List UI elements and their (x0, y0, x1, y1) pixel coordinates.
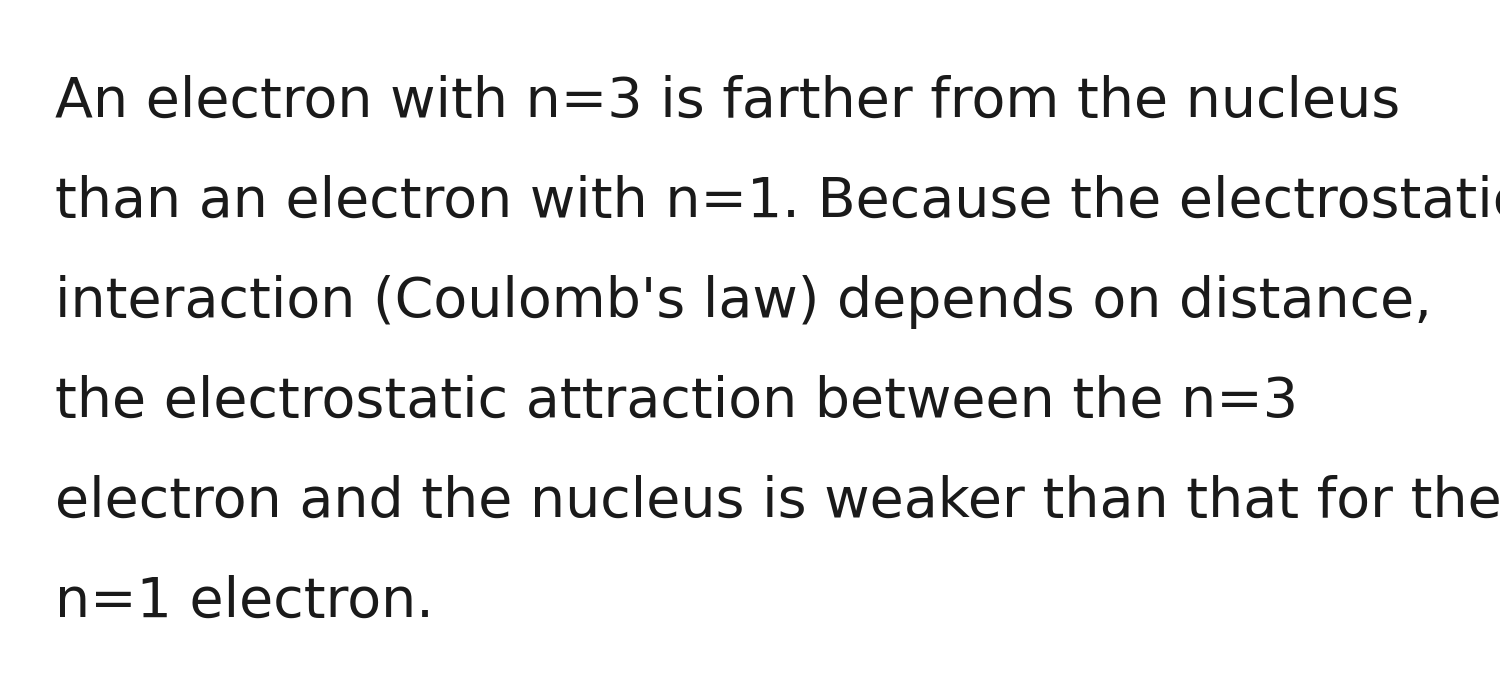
Text: interaction (Coulomb's law) depends on distance,: interaction (Coulomb's law) depends on d… (56, 275, 1432, 329)
Text: the electrostatic attraction between the n=3: the electrostatic attraction between the… (56, 375, 1298, 429)
Text: than an electron with n=1. Because the electrostatic: than an electron with n=1. Because the e… (56, 175, 1500, 229)
Text: An electron with n=3 is farther from the nucleus: An electron with n=3 is farther from the… (56, 75, 1401, 129)
Text: n=1 electron.: n=1 electron. (56, 575, 434, 629)
Text: electron and the nucleus is weaker than that for the: electron and the nucleus is weaker than … (56, 475, 1500, 529)
